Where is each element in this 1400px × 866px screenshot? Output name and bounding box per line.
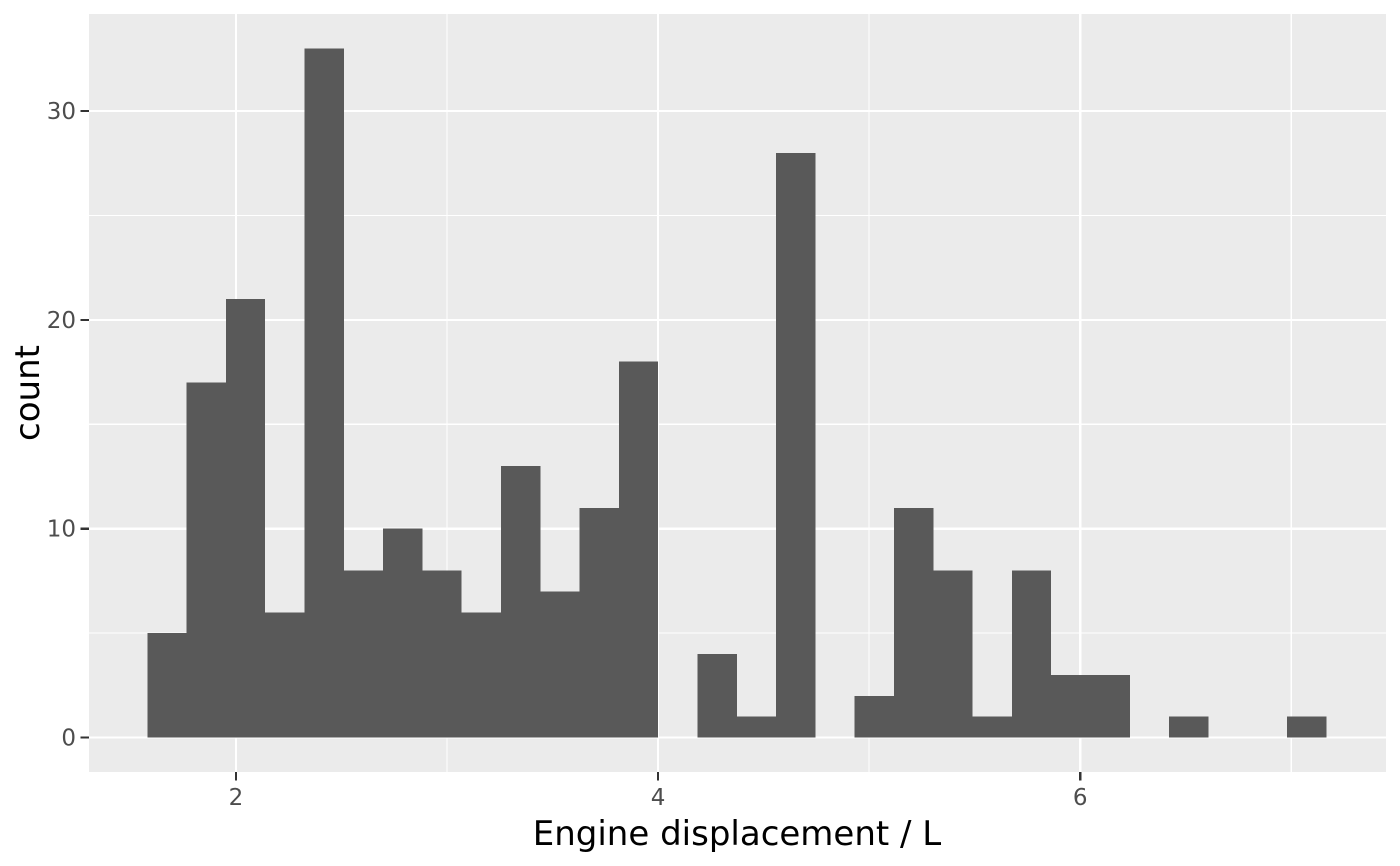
axis-tick-marks (80, 109, 1082, 781)
histogram-bar (383, 528, 423, 738)
histogram-bar (265, 612, 305, 738)
histogram-bar (147, 633, 187, 738)
histogram-bar (579, 507, 619, 738)
x-tick-label-4: 4 (651, 785, 666, 811)
histogram-bar (422, 570, 462, 738)
histogram-bar (933, 570, 973, 738)
histogram-bar (697, 654, 737, 738)
x-tick-label-2: 2 (229, 785, 244, 811)
histogram-bar (540, 591, 580, 738)
histogram-bar (225, 299, 266, 738)
histogram-bar (343, 570, 384, 738)
histogram-bar (894, 507, 934, 738)
histogram-bar (1011, 570, 1052, 738)
y-tick-label-0: 0 (61, 726, 76, 752)
histogram-bar (854, 695, 895, 738)
histogram-bar (304, 48, 344, 738)
histogram-bar (736, 716, 777, 738)
y-tick-label-30: 30 (47, 99, 76, 125)
x-axis-tick-labels: 2 4 6 (229, 785, 1088, 811)
histogram-bar (461, 612, 502, 738)
histogram-bar (186, 382, 226, 738)
y-tick-label-10: 10 (47, 517, 76, 543)
x-axis-title: Engine displacement / L (533, 814, 942, 854)
histogram-bar (1169, 716, 1209, 738)
histogram-bars (147, 48, 1327, 738)
histogram-bar (972, 716, 1012, 738)
histogram-bar (776, 152, 816, 738)
histogram-bar (618, 361, 659, 738)
histogram-bar (1286, 716, 1327, 738)
y-tick-label-20: 20 (47, 308, 76, 334)
x-tick-label-6: 6 (1073, 785, 1088, 811)
y-axis-title: count (8, 345, 48, 441)
y-axis-tick-labels: 0 10 20 30 (47, 99, 76, 751)
histogram-bar (1051, 674, 1091, 738)
histogram-bar (501, 466, 541, 738)
histogram-bar (1090, 674, 1130, 738)
